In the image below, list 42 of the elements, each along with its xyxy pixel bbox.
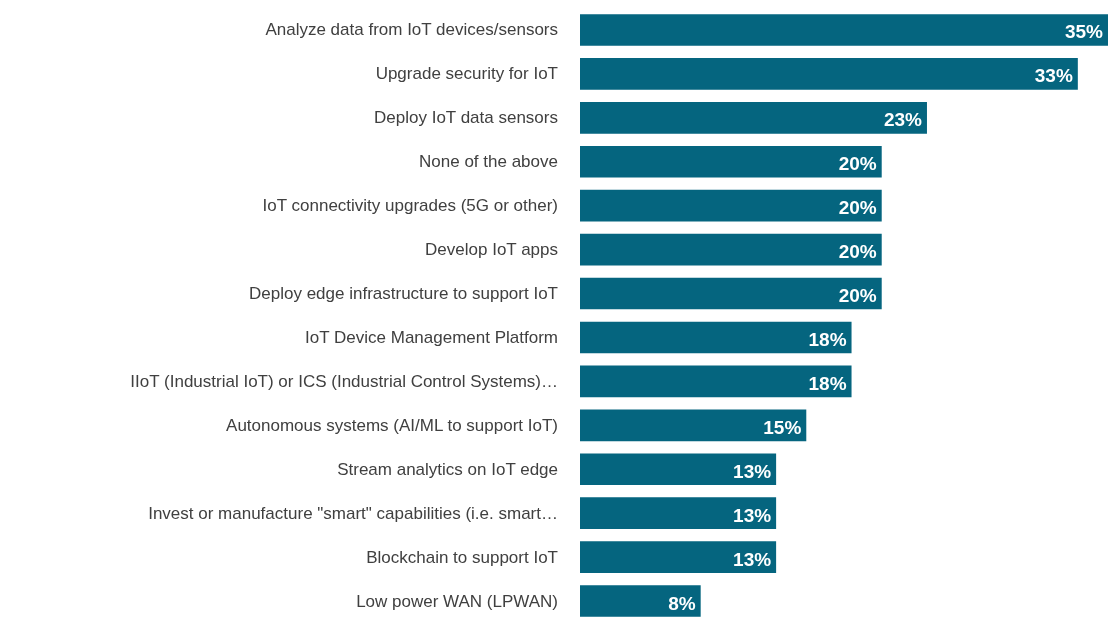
data-label: 23% — [883, 109, 923, 131]
data-label: 20% — [838, 197, 877, 219]
y-tick-label: IoT connectivity upgrades (5G or other) — [262, 196, 558, 216]
bar — [580, 145, 882, 178]
data-label: 33% — [1034, 65, 1073, 87]
data-label: 35% — [1064, 21, 1104, 43]
y-tick-label: Invest or manufacture "smart" capabilities (i.e. smart… — [148, 503, 558, 523]
y-tick-label: Autonomous systems (AI/ML to support IoT) — [226, 415, 558, 435]
y-tick-label: Stream analytics on IoT edge — [337, 459, 558, 479]
data-label: 20% — [838, 153, 877, 175]
bar — [580, 102, 927, 134]
bar — [580, 233, 882, 266]
data-label: 13% — [733, 504, 772, 526]
data-label: 13% — [733, 548, 772, 570]
y-tick-label: Analyze data from IoT devices/sensors — [265, 20, 558, 40]
y-tick-label: IoT Device Management Platform — [305, 327, 558, 347]
bar — [580, 321, 852, 354]
bar — [580, 58, 1078, 90]
y-tick-label: IIoT (Industrial IoT) or ICS (Industrial Control Systems)… — [130, 371, 558, 391]
y-tick-label: Upgrade security for IoT — [375, 64, 558, 84]
bar — [580, 365, 852, 398]
bar — [580, 497, 777, 529]
y-tick-label: Deploy IoT data sensors — [374, 108, 558, 128]
data-label: 8% — [668, 592, 696, 614]
y-tick-label: Low power WAN (LPWAN) — [356, 591, 558, 611]
y-tick-label: Deploy edge infrastructure to support IoT — [249, 284, 558, 304]
bar — [580, 453, 777, 486]
bar — [580, 189, 882, 222]
y-tick-label: Develop IoT apps — [425, 240, 558, 260]
y-tick-label: None of the above — [419, 152, 558, 172]
bar — [580, 277, 882, 310]
bar — [580, 585, 701, 617]
data-label: 18% — [808, 372, 847, 394]
data-label: 20% — [838, 285, 877, 307]
bar — [580, 409, 807, 442]
y-tick-label: Blockchain to support IoT — [366, 547, 558, 567]
data-label: 18% — [808, 328, 847, 350]
bar — [580, 541, 777, 573]
data-label: 15% — [763, 416, 802, 438]
data-label: 20% — [838, 241, 877, 263]
bar — [580, 14, 1108, 46]
data-label: 13% — [733, 460, 772, 482]
